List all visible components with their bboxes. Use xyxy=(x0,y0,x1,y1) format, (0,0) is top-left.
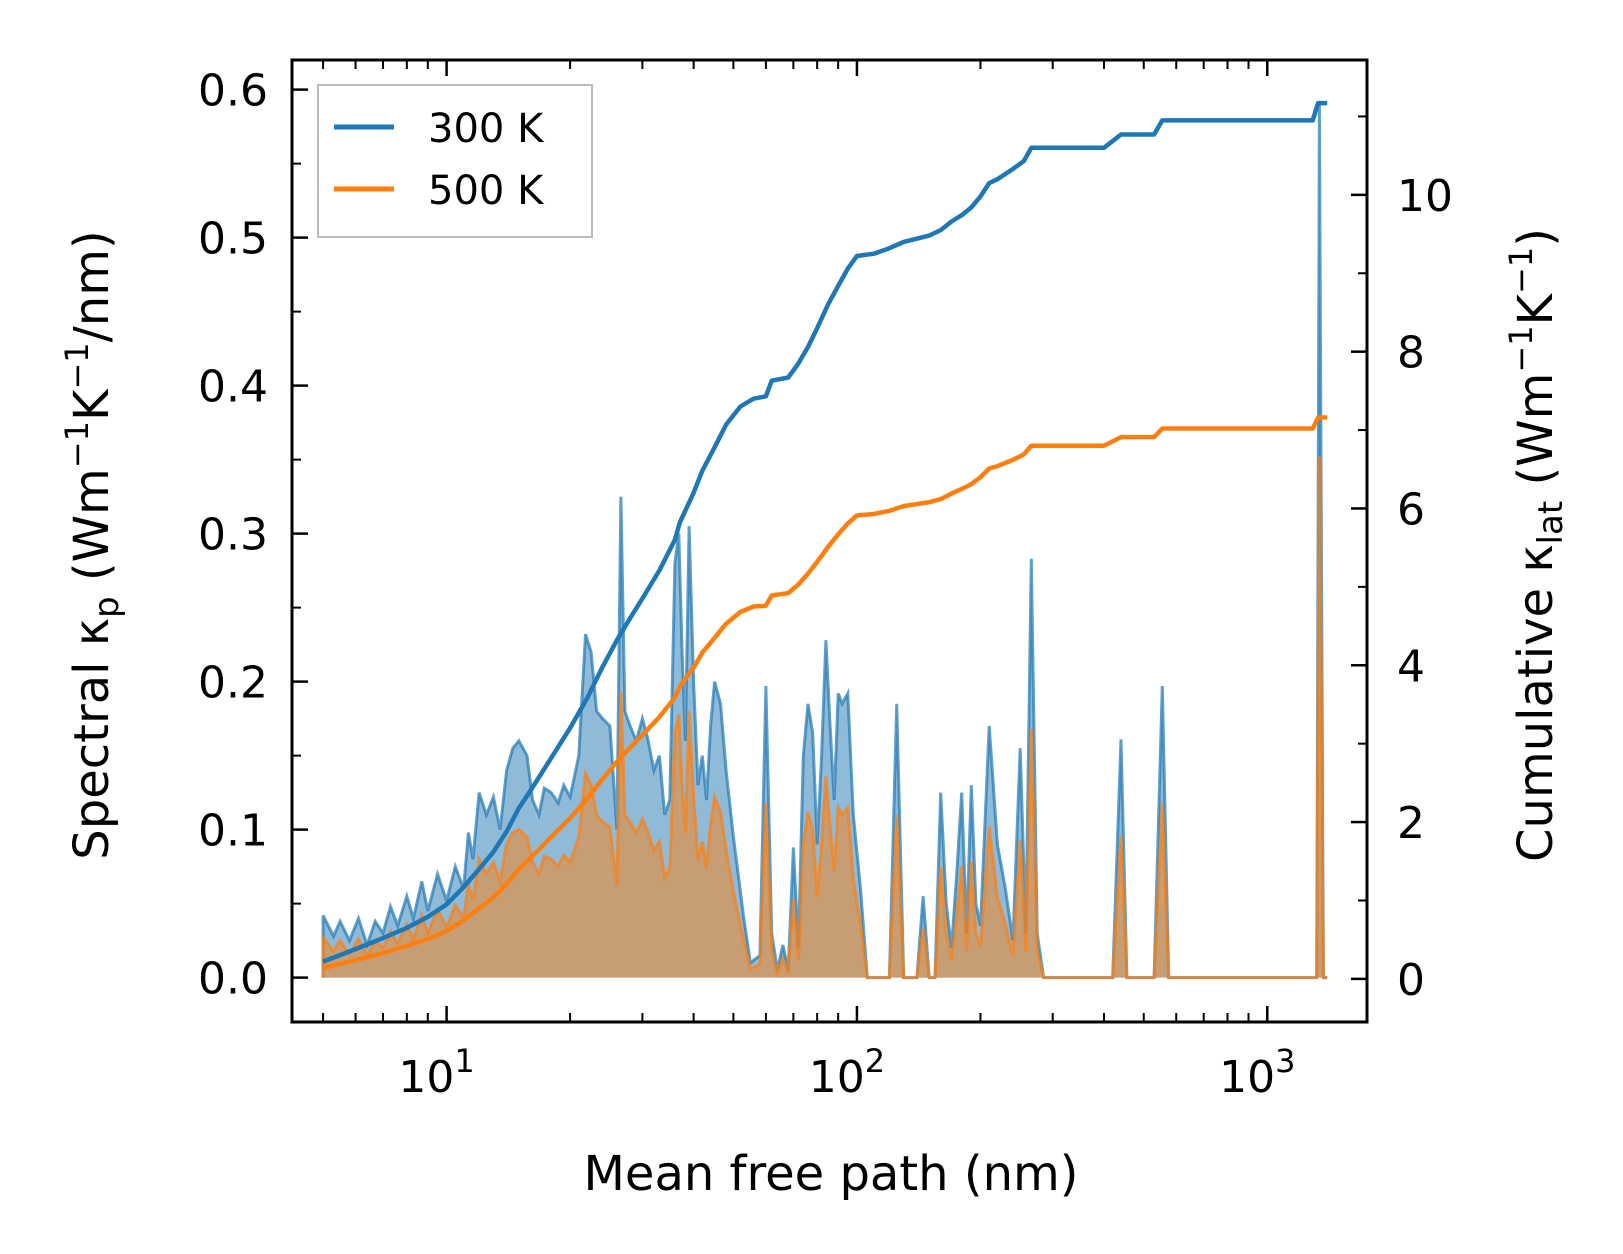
x-tick-label: 102 xyxy=(809,1042,885,1103)
y-right-tick-label: 10 xyxy=(1397,171,1453,222)
y-right-tick-label: 4 xyxy=(1397,641,1425,692)
legend-frame xyxy=(317,84,593,238)
y-left-tick-label: 0.1 xyxy=(198,806,268,857)
y-right-tick-label: 6 xyxy=(1397,484,1425,535)
legend-label-300k: 300 K xyxy=(428,106,545,152)
x-tick-label: 103 xyxy=(1219,1042,1295,1103)
y-left-tick-label: 0.4 xyxy=(198,362,268,413)
spectral-line-300k xyxy=(321,104,1328,980)
y-axis-left-label: Spectral κp (Wm−1K−1/nm) xyxy=(58,230,127,859)
x-tick-label: 101 xyxy=(398,1042,474,1103)
y-axis-right-label: Cumulative κlat (Wm−1K−1) xyxy=(1502,228,1571,862)
axes-layer: 101 102 103 0.0 0.1 0.2 0.3 0.4 0.5 0.6 0 2 4 6 8 10 xyxy=(198,58,1453,1103)
legend-label-500k: 500 K xyxy=(428,168,545,214)
spectral-area-500k xyxy=(323,456,1328,978)
cumulative-line-layer xyxy=(322,100,1328,971)
cumulative-line-300k xyxy=(322,100,1328,964)
x-axis-label: Mean free path (nm) xyxy=(584,1146,1079,1202)
cumulative-line-500k xyxy=(322,415,1328,971)
y-left-tick-label: 0.6 xyxy=(198,66,268,117)
y-left-tick-label: 0.3 xyxy=(198,510,268,561)
legend: 300 K 500 K xyxy=(317,84,593,238)
plot-frame xyxy=(290,58,1369,1024)
y-right-tick-label: 0 xyxy=(1397,955,1425,1006)
y-left-tick-label: 0.0 xyxy=(198,954,268,1005)
y-left-tick-label: 0.5 xyxy=(198,214,268,265)
y-left-tick-label: 0.2 xyxy=(198,658,268,709)
y-right-tick-label: 2 xyxy=(1397,798,1425,849)
y-right-tick-label: 8 xyxy=(1397,328,1425,379)
